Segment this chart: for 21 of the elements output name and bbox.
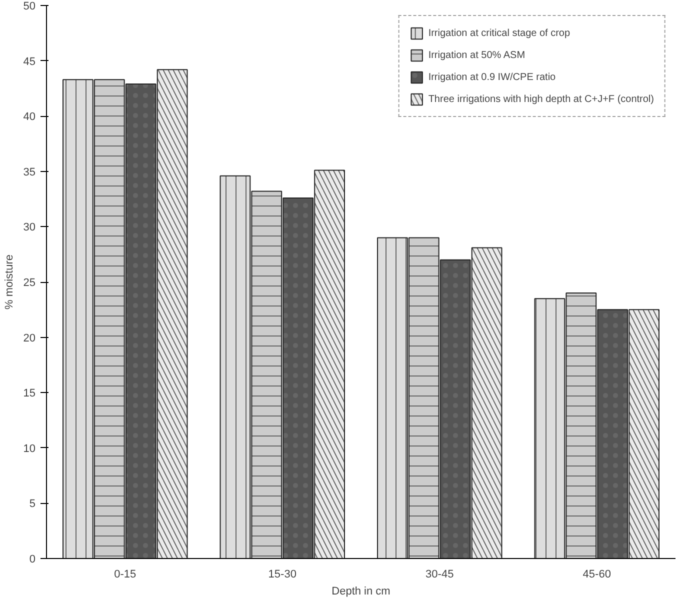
y-tick-label: 20 [23,332,36,344]
y-tick-label: 35 [23,166,36,178]
y-tick-label: 5 [29,498,36,510]
y-tick-label: 10 [23,442,36,455]
y-tick-label: 40 [23,111,36,124]
y-tick-label: 25 [23,277,36,289]
y-axis-title: % moisture [3,254,16,310]
y-tick-label: 50 [23,0,36,12]
y-tick-label: 15 [23,388,36,400]
y-tick-label: 45 [23,56,36,68]
y-tick-label: 0 [29,554,36,566]
legend-label: Irrigation at 50% ASM [428,49,526,61]
x-tick-label: 45-60 [582,568,611,580]
x-tick-label: 30-45 [426,568,454,580]
x-axis-title: Depth in cm [332,586,390,598]
y-tick-label: 30 [23,222,36,234]
x-tick-label: 0-15 [114,568,136,580]
x-tick-label: 15-30 [268,568,296,580]
legend-label: Irrigation at 0.9 IW/CPE ratio [428,71,556,83]
legend-label: Irrigation at critical stage of crop [428,27,570,39]
legend-label: Three irrigations with high depth at C+J+F (control) [428,93,654,105]
